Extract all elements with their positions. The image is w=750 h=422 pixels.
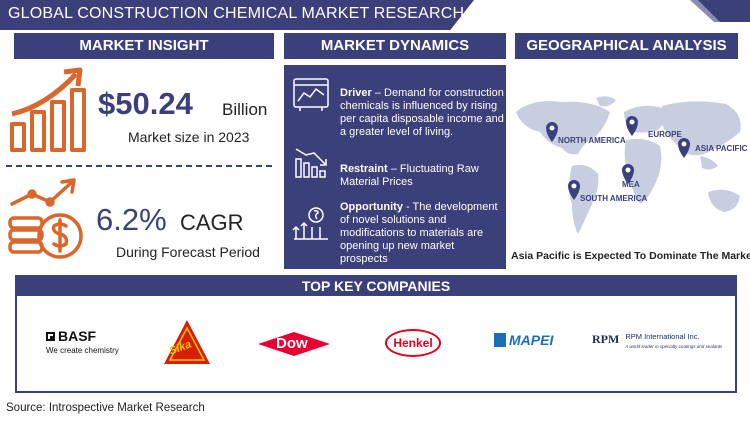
region-label-mea: MEA xyxy=(622,180,640,189)
dashboard-chart-icon xyxy=(293,78,329,111)
market-dynamics-header: MARKET DYNAMICS xyxy=(284,33,506,59)
mapei-square-icon xyxy=(494,333,506,347)
rpm-mark-icon: RPM xyxy=(592,332,620,346)
market-dynamics-panel: Driver – Demand for construction chemica… xyxy=(284,65,506,269)
region-label-north-america: NORTH AMERICA xyxy=(558,136,626,145)
geographical-analysis-header: GEOGRAPHICAL ANALYSIS xyxy=(515,33,738,59)
cagr-period: During Forecast Period xyxy=(116,244,260,260)
cagr-value: 6.2% xyxy=(96,202,167,237)
opportunity-item: Opportunity - The development of novel s… xyxy=(340,201,504,266)
mapei-logo: MAPEI xyxy=(494,332,553,348)
growth-chart-icon xyxy=(10,67,86,152)
sika-logo xyxy=(164,320,210,364)
opportunity-label: Opportunity xyxy=(340,201,403,213)
mapei-name: MAPEI xyxy=(509,332,554,348)
basf-tagline: We create chemistry xyxy=(46,346,119,355)
top-key-companies-header: TOP KEY COMPANIES xyxy=(15,276,737,296)
basf-logo: BASF We create chemistry xyxy=(46,328,119,355)
restraint-label: Restraint xyxy=(340,163,388,175)
henkel-logo: Henkel xyxy=(385,329,441,357)
rpm-logo: RPM RPM International Inc. A world leade… xyxy=(592,332,722,349)
cagr-label: CAGR xyxy=(180,210,244,235)
opportunity-text: - The development of novel solutions and… xyxy=(340,201,498,265)
driver-label: Driver xyxy=(340,87,372,99)
region-label-south-america: SOUTH AMERICA xyxy=(580,194,648,203)
corner-decoration-icon xyxy=(690,0,750,22)
market-insight-header: MARKET INSIGHT xyxy=(14,33,274,59)
market-size-label: Market size in 2023 xyxy=(128,129,250,145)
region-label-europe: EUROPE xyxy=(648,130,682,139)
driver-item: Driver – Demand for construction chemica… xyxy=(340,87,504,139)
driver-text: – Demand for construction chemicals is i… xyxy=(340,87,504,138)
geography-caption: Asia Pacific is Expected To Dominate The… xyxy=(511,250,750,262)
dow-logo xyxy=(258,332,330,356)
page-title: GLOBAL CONSTRUCTION CHEMICAL MARKET RESE… xyxy=(8,5,537,22)
rpm-tagline: A world leader in specialty coatings and… xyxy=(625,344,723,349)
world-map xyxy=(516,96,741,234)
restraint-text: – Fluctuating Raw Material Prices xyxy=(340,163,479,188)
region-label-asia-pacific: ASIA PACIFIC xyxy=(695,144,748,153)
divider xyxy=(6,165,272,167)
dow-name: Dow xyxy=(276,335,308,352)
opportunity-growth-icon xyxy=(292,207,328,240)
basf-name: BASF xyxy=(58,328,97,344)
restraint-item: Restraint – Fluctuating Raw Material Pri… xyxy=(340,163,504,189)
source-note: Source: Introspective Market Research xyxy=(6,402,205,414)
market-size-value: $50.24 xyxy=(98,86,193,121)
title-bar xyxy=(0,0,474,30)
declining-chart-icon xyxy=(295,148,327,178)
market-size-unit: Billion xyxy=(222,100,268,119)
rpm-name: RPM International Inc. xyxy=(625,332,700,341)
dollar-coins-icon xyxy=(8,178,83,259)
